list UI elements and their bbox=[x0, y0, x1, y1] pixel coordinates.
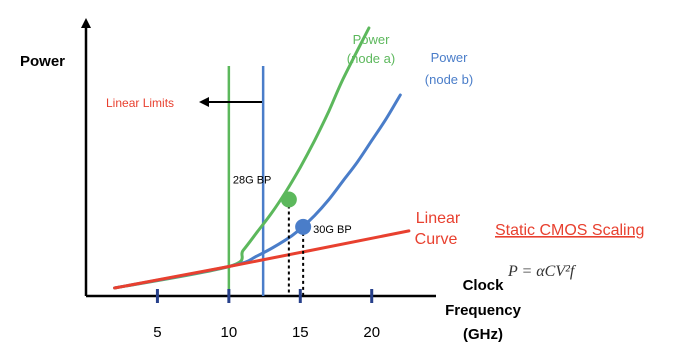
x-axis-label-line-1: Clock bbox=[463, 277, 505, 294]
series-line-node-b bbox=[113, 93, 402, 290]
series-line-linear bbox=[113, 229, 411, 290]
x-tick-label-15: 15 bbox=[292, 324, 309, 341]
series-line-node-a bbox=[113, 26, 371, 290]
y-axis-label: Power bbox=[20, 53, 65, 70]
x-axis-label-line-3: (GHz) bbox=[463, 326, 503, 343]
breakpoint-marker-1 bbox=[280, 191, 297, 208]
x-axis-label-line-2: Frequency bbox=[445, 302, 522, 319]
series-label-node-b-line-1: Power bbox=[431, 50, 469, 65]
static-cmos-label: Static CMOS Scaling bbox=[495, 222, 644, 239]
x-tick-label-20: 20 bbox=[363, 324, 380, 341]
series-label-node-a-line-2: (node a) bbox=[347, 51, 395, 66]
series-label-node-a-line-1: Power bbox=[353, 32, 391, 47]
series-label-node-b-line-2: (node b) bbox=[425, 72, 473, 87]
series-label-linear-line-1: Linear bbox=[416, 210, 461, 227]
x-tick-label-10: 10 bbox=[221, 324, 238, 341]
breakpoint-marker-2 bbox=[295, 218, 312, 235]
cmos-equation: P = αCV²f bbox=[507, 263, 577, 280]
linear-limits-label: Linear Limits bbox=[106, 96, 174, 110]
x-tick-label-5: 5 bbox=[153, 324, 161, 341]
breakpoint-label-1: 28G BP bbox=[233, 175, 272, 187]
breakpoint-label-2: 30G BP bbox=[313, 224, 352, 236]
series-label-linear-line-2: Curve bbox=[415, 231, 458, 248]
